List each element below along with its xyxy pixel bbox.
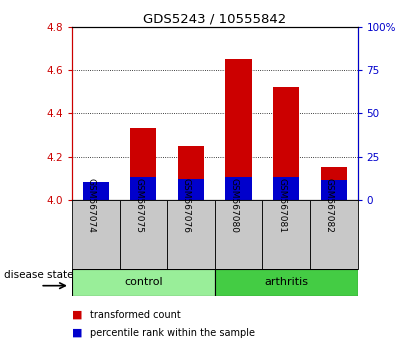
Bar bbox=[215, 200, 262, 269]
Bar bbox=[130, 177, 157, 200]
Bar bbox=[72, 269, 215, 296]
Text: GSM567080: GSM567080 bbox=[230, 178, 238, 233]
Bar bbox=[178, 146, 204, 200]
Text: GSM567081: GSM567081 bbox=[277, 178, 286, 233]
Text: disease state: disease state bbox=[4, 270, 74, 280]
Bar bbox=[120, 200, 167, 269]
Bar bbox=[262, 200, 310, 269]
Text: percentile rank within the sample: percentile rank within the sample bbox=[90, 328, 255, 338]
Bar bbox=[273, 87, 299, 200]
Bar bbox=[273, 177, 299, 200]
Text: GSM567074: GSM567074 bbox=[87, 178, 96, 233]
Title: GDS5243 / 10555842: GDS5243 / 10555842 bbox=[143, 12, 286, 25]
Text: control: control bbox=[124, 277, 163, 287]
Text: GSM567075: GSM567075 bbox=[134, 178, 143, 233]
Bar bbox=[178, 179, 204, 200]
Text: ■: ■ bbox=[72, 310, 86, 320]
Bar bbox=[215, 269, 358, 296]
Text: GSM567076: GSM567076 bbox=[182, 178, 191, 233]
Bar bbox=[321, 167, 347, 200]
Text: arthritis: arthritis bbox=[264, 277, 308, 287]
Bar bbox=[72, 200, 120, 269]
Bar bbox=[83, 182, 109, 200]
Bar bbox=[310, 200, 358, 269]
Bar bbox=[226, 59, 252, 200]
Bar bbox=[83, 189, 109, 200]
Bar bbox=[321, 181, 347, 200]
Text: transformed count: transformed count bbox=[90, 310, 181, 320]
Text: ■: ■ bbox=[72, 328, 86, 338]
Bar bbox=[226, 177, 252, 200]
Bar bbox=[130, 129, 157, 200]
Bar bbox=[167, 200, 215, 269]
Text: GSM567082: GSM567082 bbox=[325, 178, 334, 233]
